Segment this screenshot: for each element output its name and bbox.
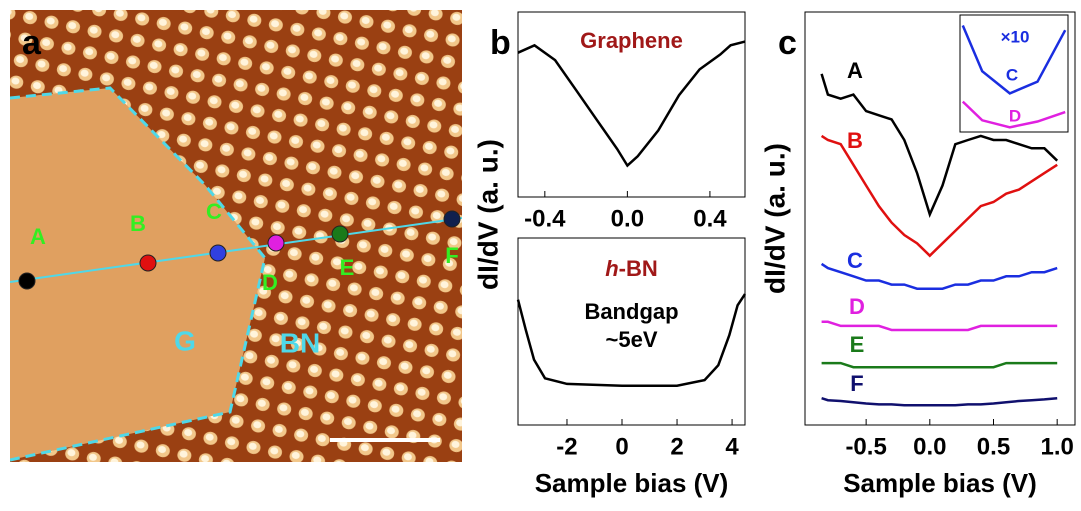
x-tick-label: 0.0 (611, 205, 644, 232)
point (444, 211, 460, 227)
region-label: BN (280, 327, 320, 358)
data-line (822, 398, 1058, 405)
region-label: G (174, 325, 196, 356)
series-label: D (849, 294, 865, 319)
x-tick-label: 0.5 (977, 433, 1010, 460)
point-label: D (262, 270, 278, 295)
x-axis-label: Sample bias (V) (535, 468, 729, 498)
x-tick-label: 2 (670, 433, 683, 460)
stm-image (10, 10, 462, 462)
series-label: B (847, 128, 863, 153)
panel-label: b (490, 24, 511, 62)
series-label: C (847, 248, 863, 273)
y-axis-label: dI/dV (a. u.) (472, 139, 503, 290)
point-label: A (30, 224, 46, 249)
data-line (822, 363, 1058, 367)
data-line (518, 42, 745, 166)
y-axis-label: dI/dV (a. u.) (759, 143, 790, 294)
panel-label: a (22, 24, 42, 62)
data-line (822, 322, 1058, 330)
point (140, 255, 156, 271)
point (19, 273, 35, 289)
chart-title: h-BN (605, 256, 658, 281)
series-label: F (850, 371, 863, 396)
x-axis-label: Sample bias (V) (843, 468, 1037, 498)
x-tick-label: 4 (725, 433, 739, 460)
x-tick-label: -2 (556, 433, 577, 460)
annotation: Bandgap (584, 299, 678, 324)
point (332, 226, 348, 242)
point-label: B (130, 211, 146, 236)
x-tick-label: -0.4 (524, 205, 566, 232)
x-tick-label: 0 (615, 433, 628, 460)
x-tick-label: -0.5 (845, 433, 886, 460)
annotation: ~5eV (606, 327, 658, 352)
inset-annotation: ×10 (1001, 27, 1030, 46)
x-tick-label: 0.4 (693, 205, 727, 232)
inset-label: D (1009, 106, 1021, 125)
point (210, 245, 226, 261)
x-tick-label: 1.0 (1040, 433, 1073, 460)
inset-label: C (1006, 65, 1018, 84)
point-label: E (340, 255, 355, 280)
figure: a b c ABCDEFGBN-0.40.00.4GraphenedI/dV (… (0, 0, 1081, 506)
data-line (822, 136, 1058, 256)
series-label: E (850, 332, 865, 357)
x-tick-label: 0.0 (913, 433, 946, 460)
inset: ×10 C D (960, 15, 1068, 132)
series-label: A (847, 58, 863, 83)
panel-label: c (778, 24, 797, 62)
point-label: F (445, 243, 458, 268)
title-text: -BN (619, 256, 658, 281)
point-label: C (206, 199, 222, 224)
title-italic: h (605, 256, 618, 281)
point (268, 235, 284, 251)
chart-title: Graphene (580, 28, 683, 53)
